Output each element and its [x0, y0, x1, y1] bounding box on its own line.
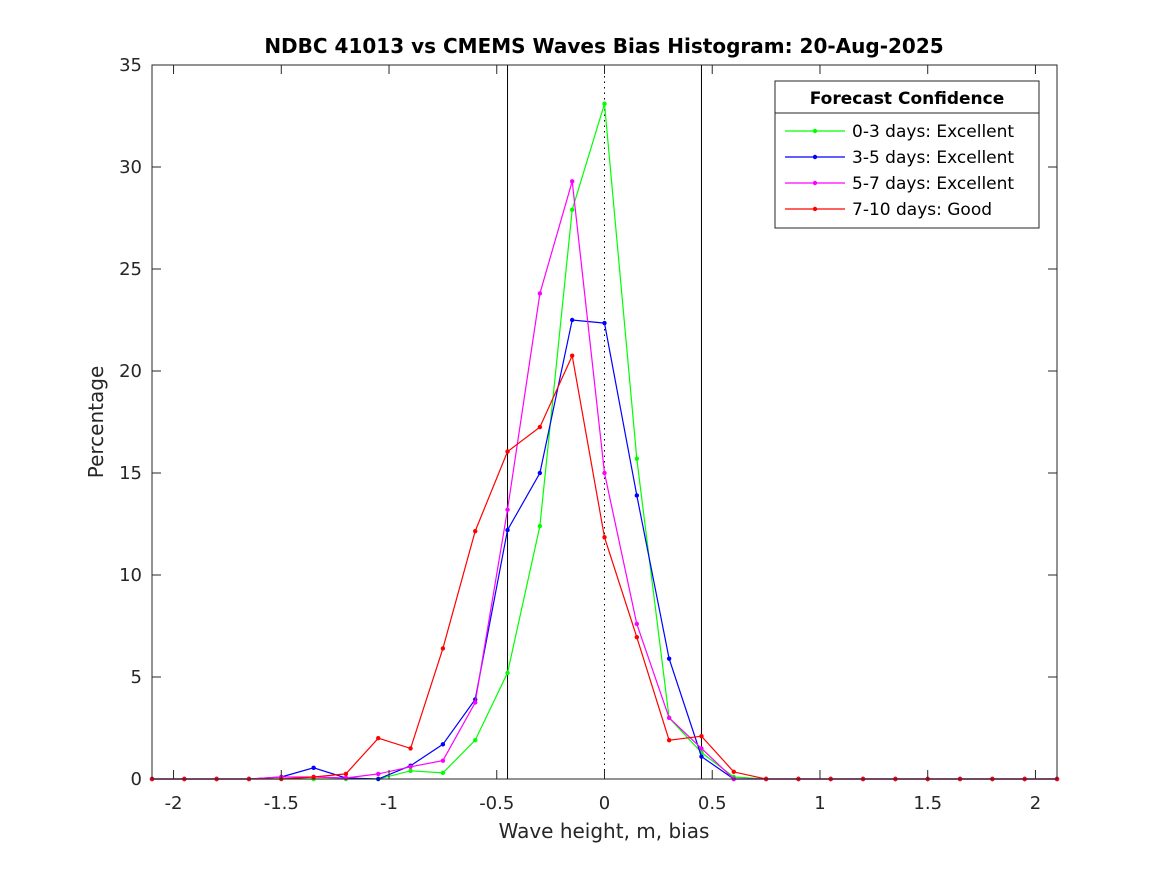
data-point	[440, 742, 446, 747]
data-point	[505, 527, 510, 533]
data-point	[408, 764, 413, 769]
y-tick-label: 10	[119, 565, 142, 586]
data-point	[311, 774, 316, 780]
legend-entry: 5-7 days: Excellent	[785, 174, 1014, 194]
data-point	[569, 179, 575, 184]
data-point	[602, 535, 607, 540]
legend-swatch-marker	[812, 180, 818, 186]
data-point	[634, 621, 640, 627]
x-tick-label: -1.5	[264, 793, 299, 814]
data-point	[666, 738, 672, 743]
data-point	[602, 470, 607, 476]
x-tick-label: 1	[814, 793, 825, 814]
data-point	[666, 715, 672, 720]
legend-label: 5-7 days: Excellent	[852, 174, 1014, 194]
data-point	[634, 456, 640, 461]
data-point	[311, 765, 316, 770]
data-point	[569, 207, 575, 213]
legend-title: Forecast Confidence	[810, 89, 1005, 109]
data-point	[376, 736, 381, 741]
data-point	[602, 101, 607, 106]
chart-title: NDBC 41013 vs CMEMS Waves Bias Histogram…	[264, 34, 943, 58]
x-axis: -2 -1.5 -1 -0.5 0 0.5 1 1.5 2	[165, 65, 1041, 814]
data-point	[505, 449, 510, 454]
data-point	[602, 320, 607, 326]
legend-entry: 7-10 days: Good	[785, 200, 992, 220]
data-point	[699, 746, 704, 751]
y-tick-label: 35	[119, 55, 142, 76]
data-point	[343, 775, 349, 781]
x-tick-label: 0	[599, 793, 610, 814]
legend-swatch-marker	[812, 128, 818, 134]
y-tick-label: 5	[131, 667, 142, 688]
data-point	[473, 738, 478, 743]
data-point	[569, 317, 575, 323]
x-tick-label: -2	[165, 793, 183, 814]
x-tick-label: 1.5	[913, 793, 942, 814]
legend-entry: 3-5 days: Excellent	[785, 148, 1014, 168]
data-point	[440, 758, 446, 763]
data-point	[343, 771, 349, 777]
data-point	[537, 523, 543, 529]
x-tick-label: 0.5	[698, 793, 727, 814]
y-tick-label: 25	[119, 259, 142, 280]
data-point	[376, 771, 381, 777]
data-point	[699, 733, 704, 739]
y-tick-label: 20	[119, 361, 142, 382]
legend-label: 0-3 days: Excellent	[852, 122, 1014, 142]
legend-label: 3-5 days: Excellent	[852, 148, 1014, 168]
y-tick-label: 15	[119, 463, 142, 484]
data-point	[408, 746, 413, 751]
data-point	[699, 754, 704, 759]
y-tick-label: 0	[131, 769, 142, 790]
reference-lines	[507, 65, 702, 779]
data-point	[505, 670, 510, 676]
data-point	[666, 656, 672, 661]
data-point	[505, 507, 510, 512]
data-point	[537, 291, 543, 296]
data-point	[473, 700, 478, 705]
legend-box	[774, 80, 1040, 229]
y-axis: 0 5 10 15 20 25 30 35	[119, 55, 1057, 790]
x-tick-label: -0.5	[479, 793, 514, 814]
data-point	[473, 528, 478, 534]
legend-swatch-marker	[812, 206, 818, 212]
data-point	[731, 769, 736, 775]
legend-entry: 0-3 days: Excellent	[785, 122, 1014, 142]
y-axis-label: Percentage	[84, 366, 108, 479]
data-point	[440, 770, 446, 776]
data-point	[440, 646, 446, 651]
x-tick-label: 2	[1030, 793, 1041, 814]
legend: Forecast Confidence 0-3 days: Excellent 3…	[774, 80, 1040, 229]
legend-entries: 0-3 days: Excellent 3-5 days: Excellent 5-…	[785, 122, 1014, 220]
legend-swatch-marker	[812, 154, 818, 160]
data-point	[634, 635, 640, 640]
data-point	[537, 424, 543, 430]
legend-label: 7-10 days: Good	[852, 200, 992, 220]
data-point	[569, 353, 575, 358]
data-point	[408, 768, 413, 774]
x-axis-label: Wave height, m, bias	[499, 819, 710, 843]
data-point	[634, 493, 640, 498]
x-tick-label: -1	[380, 793, 398, 814]
y-tick-label: 30	[119, 157, 142, 178]
data-point	[537, 470, 543, 476]
